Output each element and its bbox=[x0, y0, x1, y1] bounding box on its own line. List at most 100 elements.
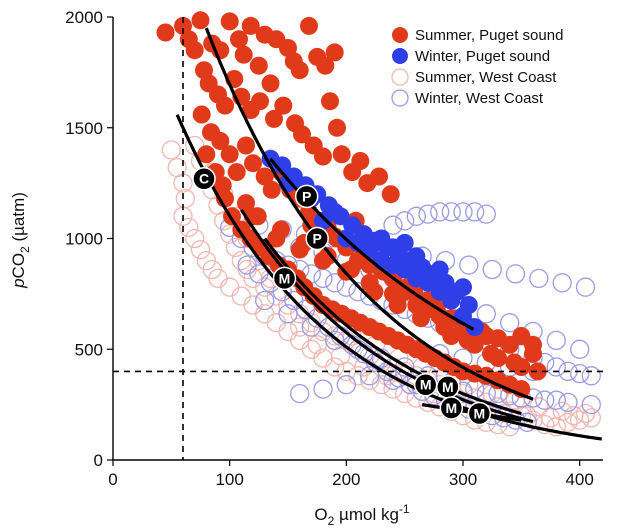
data-point bbox=[381, 185, 400, 204]
data-point bbox=[430, 260, 449, 279]
data-point bbox=[161, 140, 181, 160]
data-point bbox=[546, 330, 566, 351]
data-point bbox=[546, 357, 566, 377]
data-point bbox=[227, 163, 246, 182]
data-point bbox=[261, 74, 280, 93]
data-point bbox=[581, 366, 601, 386]
data-point bbox=[458, 331, 477, 350]
data-point bbox=[211, 132, 230, 150]
data-point bbox=[552, 273, 572, 293]
data-point bbox=[558, 392, 578, 413]
data-point bbox=[234, 45, 253, 64]
data-point bbox=[332, 145, 351, 164]
fit-curve-2 bbox=[204, 27, 534, 401]
x-tick-label: 0 bbox=[108, 470, 117, 489]
data-point bbox=[570, 363, 590, 384]
data-point bbox=[500, 335, 519, 354]
annotation-label: M bbox=[420, 377, 432, 393]
data-point bbox=[476, 304, 496, 324]
data-point bbox=[465, 202, 485, 222]
annotation-label: P bbox=[302, 188, 311, 204]
data-point bbox=[407, 269, 426, 288]
data-point bbox=[231, 286, 251, 306]
data-point bbox=[241, 16, 260, 35]
annotation-m: M bbox=[439, 396, 464, 420]
data-point bbox=[454, 278, 472, 297]
x-title-sup: -1 bbox=[399, 502, 410, 516]
annotation-m: M bbox=[436, 375, 460, 399]
y-title-sub: 2 bbox=[18, 246, 32, 253]
y-tick-label: 0 bbox=[94, 451, 103, 470]
legend-entry: Winter, Puget sound bbox=[392, 48, 550, 65]
data-point bbox=[230, 30, 248, 49]
data-point bbox=[255, 167, 274, 186]
data-point bbox=[325, 43, 344, 62]
fit-curve-1 bbox=[175, 114, 603, 441]
data-point bbox=[465, 318, 484, 337]
data-point bbox=[523, 388, 543, 408]
data-point bbox=[237, 136, 255, 155]
data-point bbox=[321, 92, 339, 111]
axis-titles: O2 µmol kg-1 pCO2 (µatm) bbox=[9, 192, 410, 528]
data-point bbox=[191, 11, 210, 30]
legend-marker bbox=[391, 89, 409, 107]
axes: 0 500 1000 1500 2000 0 100 200 300 400 bbox=[65, 8, 603, 489]
data-point bbox=[459, 255, 479, 275]
data-point bbox=[192, 105, 211, 124]
y-title-main: CO bbox=[9, 253, 28, 279]
annotation-label: M bbox=[279, 270, 291, 286]
legend-label: Summer, West Coast bbox=[415, 69, 557, 86]
data-point bbox=[316, 56, 335, 75]
annotation-p: P bbox=[305, 226, 329, 251]
data-point bbox=[213, 176, 232, 195]
data-point bbox=[383, 215, 403, 235]
data-point bbox=[395, 211, 415, 231]
data-point bbox=[328, 118, 346, 137]
data-point bbox=[395, 282, 414, 301]
data-point bbox=[197, 145, 216, 164]
data-point bbox=[412, 309, 430, 328]
data-point bbox=[546, 390, 566, 410]
annotation-label: C bbox=[199, 171, 209, 187]
legend-marker bbox=[392, 27, 408, 43]
annotation-marker bbox=[272, 266, 297, 291]
data-point bbox=[524, 344, 542, 363]
data-point bbox=[262, 180, 281, 199]
data-point bbox=[290, 61, 309, 80]
data-point bbox=[249, 56, 268, 75]
data-point bbox=[265, 109, 283, 128]
legend-entry: Summer, Puget sound bbox=[392, 27, 563, 44]
data-point bbox=[185, 228, 205, 249]
annotation-m: M bbox=[272, 266, 297, 291]
data-point bbox=[540, 408, 561, 428]
data-point bbox=[314, 147, 332, 166]
y-title-italic: p bbox=[9, 278, 28, 288]
data-point bbox=[272, 220, 290, 239]
data-point bbox=[575, 277, 596, 297]
data-point bbox=[388, 296, 407, 314]
data-point bbox=[278, 321, 298, 342]
data-point bbox=[453, 202, 473, 222]
data-point bbox=[179, 217, 199, 238]
data-point bbox=[266, 313, 286, 333]
reference-lines bbox=[113, 17, 603, 460]
data-point bbox=[216, 96, 234, 115]
data-point bbox=[430, 202, 450, 222]
legend-entry: Winter, West Coast bbox=[391, 89, 544, 107]
data-point bbox=[482, 259, 502, 280]
data-point bbox=[318, 247, 337, 266]
data-point bbox=[500, 313, 520, 333]
data-point bbox=[505, 264, 526, 284]
x-title-unit: µmol kg bbox=[334, 505, 399, 524]
legend-label: Winter, Puget sound bbox=[415, 48, 550, 65]
data-point bbox=[581, 394, 601, 415]
annotation-marker bbox=[294, 184, 319, 209]
data-point bbox=[185, 41, 204, 60]
data-point bbox=[336, 375, 356, 395]
y-tick-label: 500 bbox=[75, 340, 103, 359]
data-point bbox=[290, 317, 310, 337]
y-axis-title: pCO2 (µatm) bbox=[9, 192, 32, 289]
data-point bbox=[418, 204, 438, 224]
